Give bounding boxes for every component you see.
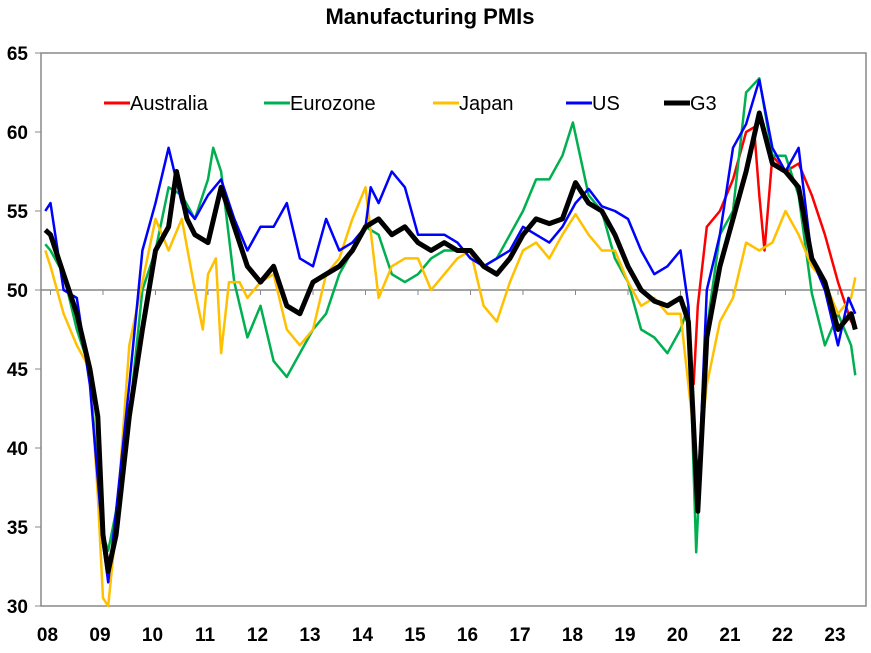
y-tick-label: 45 <box>7 360 29 381</box>
x-tick-label: 19 <box>614 625 635 646</box>
x-tick-label: 18 <box>562 625 583 646</box>
y-tick-label: 40 <box>7 439 28 460</box>
x-tick-label: 12 <box>247 625 268 646</box>
y-tick-label: 35 <box>7 518 29 539</box>
x-tick-label: 15 <box>404 625 426 646</box>
x-tick-label: 23 <box>824 625 845 646</box>
series-line-us <box>44 78 857 584</box>
series-line-g3 <box>43 110 858 574</box>
x-tick-label: 08 <box>37 625 58 646</box>
chart-title: Manufacturing PMIs <box>325 4 534 29</box>
x-tick-label: 14 <box>352 625 374 646</box>
x-tick-label: 09 <box>89 625 110 646</box>
x-tick-label: 22 <box>772 625 793 646</box>
x-tick-label: 16 <box>457 625 478 646</box>
x-tick-label: 11 <box>195 625 216 646</box>
plot-frame <box>40 52 867 607</box>
legend: Australia Eurozone Japan US G3 <box>104 93 717 115</box>
y-tick-label: 65 <box>7 44 29 65</box>
x-tick-label: 10 <box>142 625 163 646</box>
legend-label-japan: Japan <box>459 93 514 115</box>
series-line-australia <box>692 126 856 385</box>
y-tick-label: 30 <box>7 597 28 618</box>
legend-label-g3: G3 <box>690 93 717 115</box>
x-tick-label: 20 <box>667 625 688 646</box>
x-tick-label: 17 <box>509 625 530 646</box>
x-axis: 08 09 10 11 12 13 14 15 16 17 18 19 20 21 22 23 <box>37 290 846 646</box>
legend-label-eurozone: Eurozone <box>290 93 376 115</box>
series-lines <box>43 77 858 608</box>
y-tick-label: 55 <box>7 202 29 223</box>
y-tick-label: 60 <box>7 123 28 144</box>
legend-label-us: US <box>592 93 620 115</box>
y-axis: 30 35 40 45 50 55 60 65 <box>7 44 866 618</box>
x-tick-label: 13 <box>299 625 320 646</box>
x-tick-label: 21 <box>719 625 741 646</box>
legend-label-australia: Australia <box>130 93 209 115</box>
y-tick-label: 50 <box>7 281 28 302</box>
